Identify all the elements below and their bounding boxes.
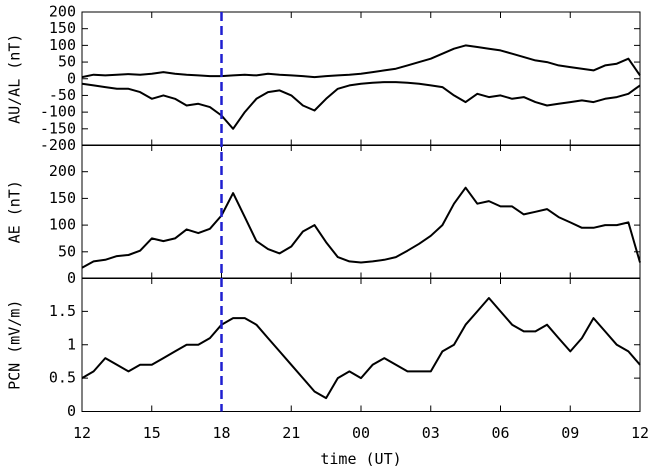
data-line	[81, 297, 641, 400]
data-line	[81, 44, 641, 79]
x-tick-label: 12	[73, 424, 91, 442]
y-axis-label: AU/AL (nT)	[6, 34, 24, 124]
y-tick-label: 0	[67, 402, 76, 420]
panel-frame	[81, 11, 641, 146]
x-tick-label: 09	[561, 424, 579, 442]
y-tick-label: -200	[40, 136, 76, 154]
y-tick-label: 150	[49, 189, 76, 207]
y-tick-label: 200	[49, 3, 76, 21]
y-tick-label: -150	[40, 119, 76, 137]
y-tick-label: 150	[49, 19, 76, 37]
y-tick-label: 0	[67, 269, 76, 287]
y-tick-label: 1	[67, 335, 76, 353]
panel-frame	[81, 144, 641, 279]
x-tick-label: 06	[491, 424, 509, 442]
y-axis-label: AE (nT)	[6, 180, 24, 243]
x-tick-label: 03	[422, 424, 440, 442]
x-tick-label: 15	[143, 424, 161, 442]
data-line	[81, 81, 641, 130]
y-tick-label: 100	[49, 36, 76, 54]
x-tick-label: 21	[282, 424, 300, 442]
x-axis-label: time (UT)	[320, 450, 401, 468]
panel-frame	[81, 277, 641, 412]
y-tick-label: -50	[49, 86, 76, 104]
y-tick-label: 200	[49, 162, 76, 180]
y-tick-label: 50	[58, 53, 76, 71]
x-tick-label: 18	[212, 424, 230, 442]
y-tick-label: 50	[58, 242, 76, 260]
y-tick-label: 0.5	[49, 369, 76, 387]
x-tick-label: 12	[631, 424, 649, 442]
y-axis-label: PCN (mV/m)	[6, 300, 24, 390]
y-tick-label: 0	[67, 69, 76, 87]
y-tick-label: 100	[49, 216, 76, 234]
x-tick-label: 00	[352, 424, 370, 442]
data-line	[81, 186, 641, 269]
y-tick-label: 1.5	[49, 302, 76, 320]
y-tick-label: -100	[40, 103, 76, 121]
